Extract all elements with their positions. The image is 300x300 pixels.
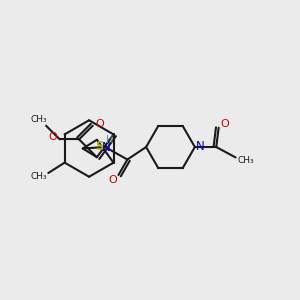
Text: N: N (102, 141, 111, 154)
Text: CH₃: CH₃ (30, 172, 47, 181)
Text: N: N (196, 140, 205, 153)
Text: O: O (220, 119, 229, 129)
Text: O: O (49, 132, 58, 142)
Text: CH₃: CH₃ (30, 115, 47, 124)
Text: O: O (109, 175, 118, 185)
Text: H: H (106, 136, 113, 146)
Text: O: O (95, 119, 103, 129)
Text: S: S (95, 140, 103, 153)
Text: CH₃: CH₃ (238, 156, 254, 165)
